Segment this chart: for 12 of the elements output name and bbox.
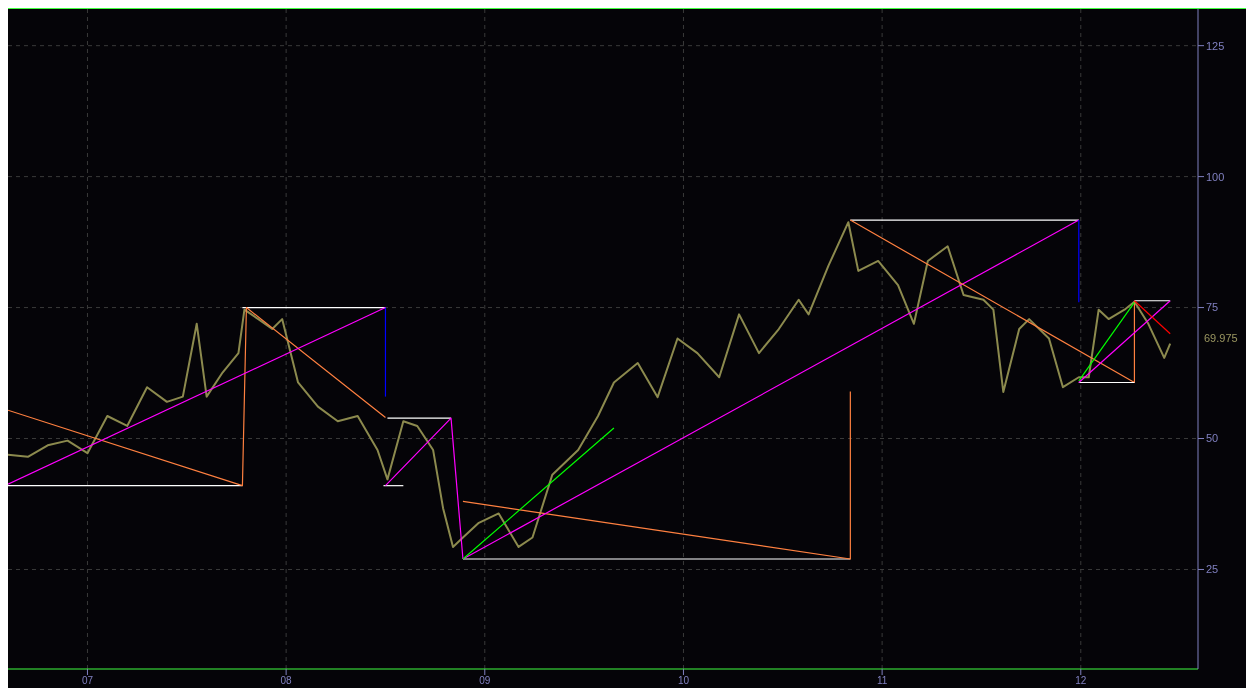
x-tick-label: 08 xyxy=(280,675,293,687)
text: 69.975 xyxy=(1204,332,1238,344)
y-tick-label: 100 xyxy=(1206,170,1225,183)
x-tick-label: 09 xyxy=(479,675,491,687)
x-tick-label: 12 xyxy=(1075,675,1087,687)
y-tick-label: 50 xyxy=(1206,432,1219,445)
y-tick-label: 75 xyxy=(1206,301,1219,314)
y-tick-label: 125 xyxy=(1206,39,1225,52)
x-tick-label: 11 xyxy=(876,675,888,687)
x-tick-label: 10 xyxy=(677,675,690,687)
y-tick-label: 25 xyxy=(1206,563,1219,576)
x-tick-label: 07 xyxy=(81,675,94,687)
